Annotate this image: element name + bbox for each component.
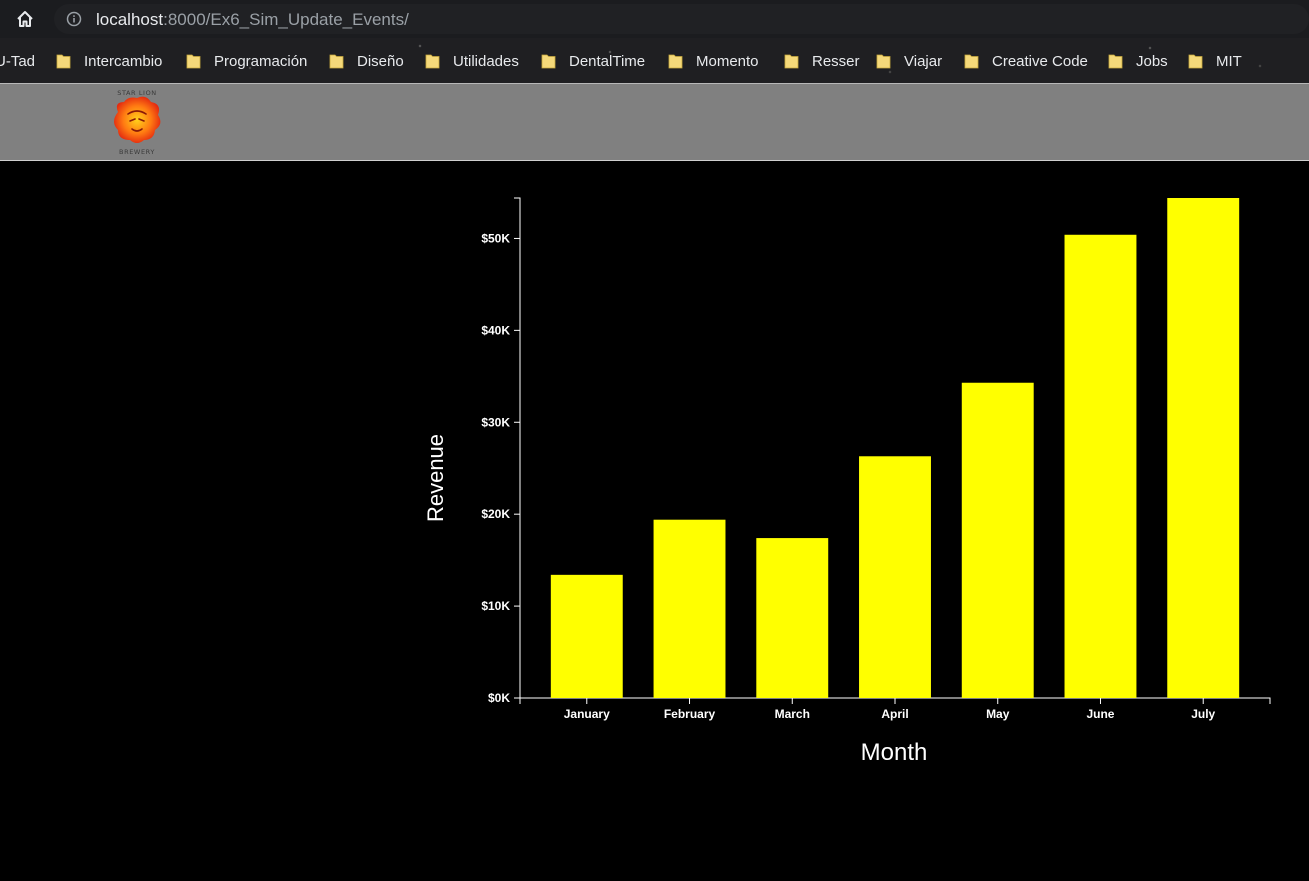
bookmark-3[interactable]: Diseño [329, 50, 404, 72]
bookmark-7[interactable]: Resser [784, 50, 860, 72]
bookmark-4[interactable]: Utilidades [425, 50, 519, 72]
folder-icon [784, 54, 799, 69]
bookmark-label: Programación [214, 52, 308, 70]
folder-icon [668, 54, 683, 69]
x-tick-label: April [881, 707, 908, 721]
bookmark-label: DentalTime [569, 52, 646, 70]
x-tick-label: March [775, 707, 810, 721]
bookmark-label: Momento [696, 52, 759, 70]
folder-icon [186, 54, 201, 69]
bookmark-label: Diseño [357, 52, 404, 70]
x-tick-label: January [564, 707, 610, 721]
bookmark-label: Creative Code [992, 52, 1088, 70]
folder-icon [1188, 54, 1203, 69]
url-path: :8000/Ex6_Sim_Update_Events/ [163, 10, 409, 29]
folder-icon [56, 54, 71, 69]
y-tick-label: $40K [481, 323, 510, 337]
bar-june [1064, 234, 1137, 698]
bookmark-8[interactable]: Viajar [876, 50, 942, 72]
revenue-bar-chart: $0K $10K $20K $30K $40K $50K January February Ma… [423, 197, 1271, 766]
bar-april [859, 456, 931, 698]
url-host: localhost [96, 10, 164, 29]
bookmark-10[interactable]: Jobs [1108, 50, 1168, 72]
site-info-icon[interactable] [66, 11, 82, 27]
browser-address-bar: localhost:8000/Ex6_Sim_Update_Events/ [0, 0, 1309, 38]
svg-text:BREWERY: BREWERY [119, 148, 155, 156]
folder-icon [329, 54, 344, 69]
folder-icon [876, 54, 891, 69]
bookmark-label: U-Tad [0, 52, 36, 70]
svg-text:STAR LION: STAR LION [117, 89, 157, 97]
y-tick-label: $20K [481, 507, 510, 521]
url-field[interactable]: localhost:8000/Ex6_Sim_Update_Events/ [54, 4, 1309, 34]
y-tick-label: $30K [481, 415, 510, 429]
folder-icon [1108, 54, 1123, 69]
home-icon[interactable] [12, 6, 38, 32]
y-axis-line [514, 197, 521, 699]
bookmark-6[interactable]: Momento [668, 50, 759, 72]
x-tick-label: May [986, 707, 1010, 721]
y-axis-label: Revenue [423, 434, 448, 522]
bar-july [1167, 198, 1240, 698]
x-tick-label: February [664, 707, 716, 721]
x-tick-label: June [1086, 707, 1114, 721]
bar-may [961, 382, 1034, 698]
y-tick-label: $0K [488, 691, 510, 705]
x-tick-label: July [1191, 707, 1215, 721]
site-header: STAR LION BREWERY [0, 83, 1309, 161]
bookmark-label: MIT [1216, 52, 1242, 70]
url-text: localhost:8000/Ex6_Sim_Update_Events/ [96, 10, 409, 29]
bookmark-label: Resser [812, 52, 860, 70]
bookmark-11[interactable]: MIT [1188, 50, 1242, 72]
bookmark-9[interactable]: Creative Code [964, 50, 1088, 72]
bookmark-label: Intercambio [84, 52, 163, 70]
bookmark-label: Jobs [1136, 52, 1168, 70]
y-tick-label: $10K [481, 599, 510, 613]
bookmark-label: Utilidades [453, 52, 519, 70]
y-tick-label: $50K [481, 231, 510, 245]
bar-january [550, 574, 623, 698]
bar-march [756, 538, 829, 698]
bookmark-1[interactable]: Intercambio [56, 50, 162, 72]
bar-february [653, 519, 726, 698]
brewery-logo[interactable]: STAR LION BREWERY [108, 88, 166, 156]
bookmark-0[interactable]: U-Tad [0, 50, 35, 72]
bookmark-5[interactable]: DentalTime [541, 50, 645, 72]
bookmarks-bar: U-Tad Intercambio Programación Diseño Utilid… [0, 38, 1309, 83]
folder-icon [541, 54, 556, 69]
folder-icon [964, 54, 979, 69]
x-axis-label: Month [861, 739, 928, 766]
folder-icon [425, 54, 440, 69]
bookmark-label: Viajar [904, 52, 943, 70]
bookmark-2[interactable]: Programación [186, 50, 307, 72]
